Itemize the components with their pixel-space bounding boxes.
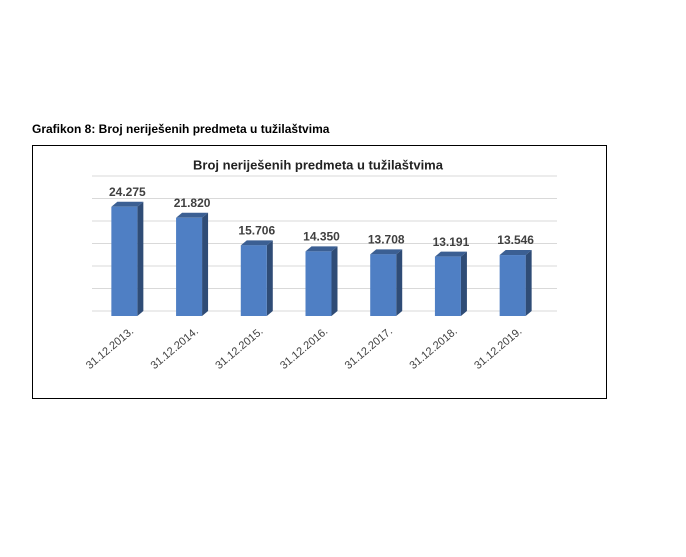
bar-side — [137, 201, 144, 316]
bar — [111, 206, 138, 316]
bar-side — [396, 249, 403, 316]
bar-top — [111, 201, 144, 207]
bar-top — [434, 251, 467, 257]
bar-side — [460, 251, 467, 316]
value-label: 24.275 — [109, 185, 146, 199]
bar — [499, 255, 526, 316]
bar — [434, 256, 461, 316]
bar-side — [202, 212, 209, 316]
value-label: 13.708 — [368, 232, 405, 246]
caption: Grafikon 8: Broj neriješenih predmeta u … — [32, 122, 330, 136]
value-label: 15.706 — [238, 223, 275, 237]
bar-side — [525, 250, 532, 316]
value-label: 13.191 — [433, 235, 470, 249]
bar — [370, 254, 397, 316]
bar-top — [305, 246, 338, 252]
bar — [176, 217, 203, 316]
bar-side — [266, 240, 273, 316]
bar-top — [370, 249, 403, 255]
value-label: 14.350 — [303, 230, 340, 244]
bar — [240, 245, 267, 316]
value-label: 13.546 — [497, 233, 534, 247]
chart-title: Broj neriješenih predmeta u tužilaštvima — [193, 157, 444, 172]
bar — [305, 251, 332, 316]
bar-top — [176, 212, 209, 218]
value-label: 21.820 — [174, 196, 211, 210]
bar-top — [240, 240, 273, 246]
bar-top — [499, 250, 532, 256]
bar-side — [331, 246, 338, 316]
